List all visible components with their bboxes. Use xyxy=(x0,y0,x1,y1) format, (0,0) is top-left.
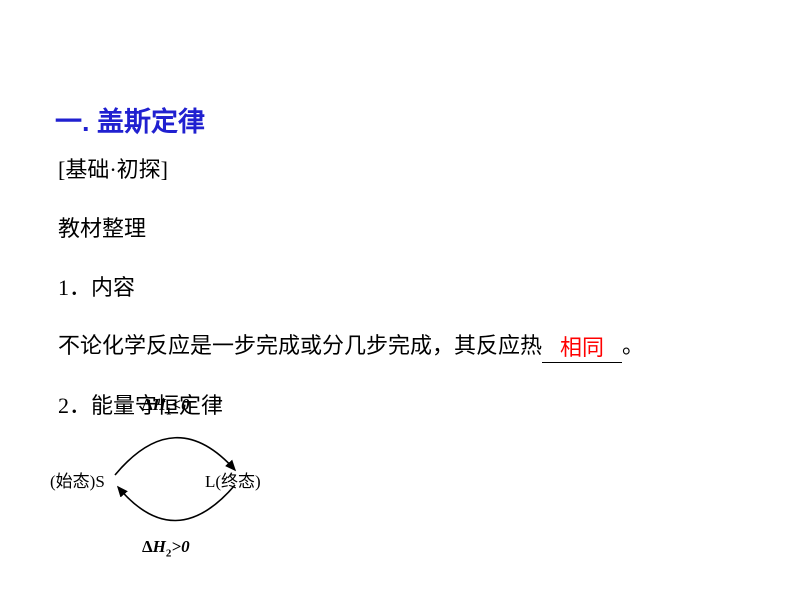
section-heading: 一. 盖斯定律 xyxy=(55,100,205,139)
line-material: 教材整理 xyxy=(58,214,738,245)
delta-symbol-2: Δ xyxy=(142,537,153,556)
relation-2: >0 xyxy=(171,537,189,556)
line-basics: [基础·初探] xyxy=(58,155,738,186)
start-state-label: (始态)S xyxy=(50,467,105,492)
line-statement: 不论化学反应是一步完成或分几步完成，其反应热相同。 xyxy=(58,331,738,363)
h-symbol-2: H xyxy=(153,537,166,556)
end-state-label: L(终态) xyxy=(205,467,261,492)
h-symbol-1: H xyxy=(153,395,166,414)
statement-suffix: 。 xyxy=(622,333,644,358)
energy-cycle-diagram: ΔH1<0 (始态)S L(终态) ΔH2>0 xyxy=(70,395,320,565)
delta-h2-label: ΔH2>0 xyxy=(142,537,190,559)
delta-symbol-1: Δ xyxy=(142,395,153,414)
statement-prefix: 不论化学反应是一步完成或分几步完成，其反应热 xyxy=(58,333,542,358)
relation-1: <0 xyxy=(171,395,189,414)
answer-text: 相同 xyxy=(560,335,604,360)
blank-underline: 相同 xyxy=(542,331,622,363)
line-item1: 1．内容 xyxy=(58,273,738,304)
